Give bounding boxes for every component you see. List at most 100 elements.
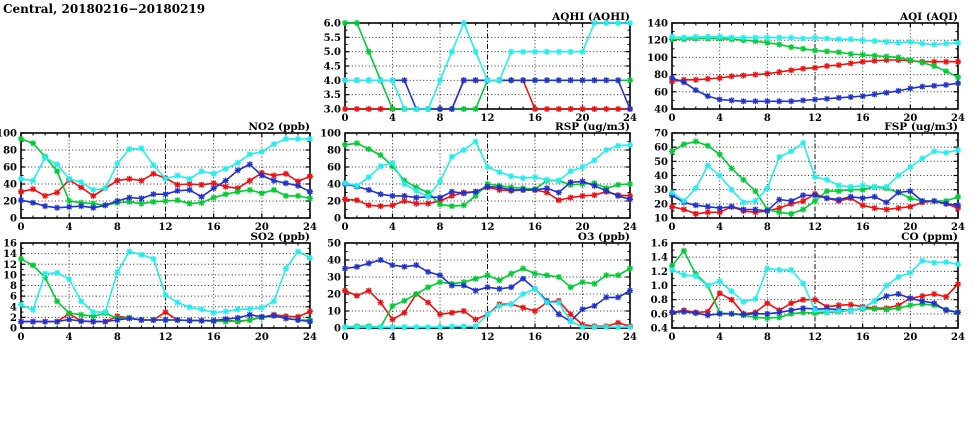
- x-tick-label: 8: [437, 222, 444, 233]
- chart-title: FSP (ug/m3): [884, 121, 958, 133]
- y-tick-label: 1.2: [651, 267, 668, 278]
- y-tick-label: 0: [10, 324, 17, 335]
- x-tick-label: 4: [389, 222, 396, 233]
- x-tick-label: 12: [159, 222, 173, 233]
- x-tick-label: 0: [669, 113, 676, 124]
- y-tick-label: 5.5: [324, 33, 341, 44]
- y-tick-label: 1.4: [651, 253, 668, 264]
- series-markers-blue: [18, 161, 313, 211]
- y-tick-label: 50: [327, 239, 341, 250]
- y-tick-label: 30: [327, 273, 341, 284]
- chart-title: AQI (AQI): [899, 11, 958, 23]
- x-tick-label: 4: [716, 113, 723, 124]
- x-tick-label: 4: [66, 222, 73, 233]
- y-tick-label: 20: [327, 197, 341, 208]
- y-tick-label: 0: [10, 214, 17, 225]
- y-tick-label: 4.0: [324, 76, 341, 87]
- series-markers-red: [18, 169, 313, 199]
- y-tick-label: 10: [327, 307, 341, 318]
- x-tick-label: 12: [159, 332, 173, 343]
- series-markers-cyan: [342, 285, 633, 331]
- plot-border: [344, 22, 631, 110]
- x-tick-label: 8: [437, 332, 444, 343]
- page-title: Central, 20180216−20180219: [3, 2, 206, 16]
- y-tick-label: 6: [10, 292, 17, 303]
- x-tick-label: 20: [903, 113, 917, 124]
- chart-o3: 0 10 20 30 40 50 0 4 8 12 16 20 24 O3 (ppb): [327, 231, 637, 343]
- series-markers-cyan: [18, 248, 313, 316]
- x-tick-label: 12: [481, 113, 495, 124]
- y-tick-label: 100: [647, 53, 668, 64]
- y-tick-label: 0: [334, 214, 341, 225]
- x-tick-label: 20: [576, 222, 590, 233]
- series-markers-cyan: [669, 257, 961, 315]
- y-tick-label: 80: [327, 146, 341, 157]
- x-tick-label: 24: [623, 222, 637, 233]
- y-tick-label: 80: [3, 146, 17, 157]
- plot-border: [344, 132, 631, 219]
- y-tick-label: 10: [3, 270, 17, 281]
- x-tick-label: 8: [764, 113, 771, 124]
- y-tick-label: 30: [654, 185, 668, 196]
- series-markers-cyan: [342, 20, 633, 112]
- chart-no2: 0 20 40 60 80 100 0 4 8 12 16 20 24 NO2 (ppb): [0, 121, 317, 233]
- x-tick-label: 16: [856, 113, 870, 124]
- x-tick-label: 24: [623, 113, 637, 124]
- series-markers-blue: [669, 75, 961, 105]
- series-markers-cyan: [18, 135, 313, 193]
- y-tick-label: 0.8: [651, 295, 668, 306]
- y-tick-label: 8: [10, 281, 17, 292]
- y-tick-label: 14: [3, 249, 17, 260]
- y-tick-label: 6.0: [324, 19, 341, 30]
- y-tick-label: 2: [10, 313, 17, 324]
- chart-title: CO (ppm): [901, 231, 958, 243]
- y-tick-label: 4.5: [324, 62, 341, 73]
- y-tick-label: 40: [327, 180, 341, 191]
- y-tick-label: 0: [334, 324, 341, 335]
- chart-aqi: 40 60 80 100 120 140 0 4 8 12 16 20 24 AQI (AQI): [647, 11, 965, 124]
- plot-border: [671, 132, 959, 219]
- y-tick-label: 12: [3, 260, 17, 271]
- x-tick-label: 8: [764, 332, 771, 343]
- x-tick-label: 16: [856, 222, 870, 233]
- x-tick-label: 16: [528, 222, 542, 233]
- y-tick-label: 20: [327, 290, 341, 301]
- chart-co: 0.4 0.6 0.8 1.0 1.2 1.4 1.6 0 4 8 12 16 20 24 CO (ppm): [651, 231, 965, 343]
- x-tick-label: 20: [576, 332, 590, 343]
- y-tick-label: 120: [647, 36, 668, 47]
- x-tick-label: 24: [951, 332, 965, 343]
- y-tick-label: 20: [3, 197, 17, 208]
- y-tick-label: 60: [327, 163, 341, 174]
- series-markers-cyan: [669, 33, 961, 48]
- x-tick-label: 20: [255, 332, 269, 343]
- chart-rsp: 0 20 40 60 80 100 0 4 8 12 16 20 24 RSP (ug/m3): [320, 121, 637, 233]
- x-tick-label: 4: [389, 332, 396, 343]
- y-tick-label: 4: [10, 302, 17, 313]
- x-tick-label: 16: [856, 332, 870, 343]
- chart-title: NO2 (ppb): [248, 121, 310, 133]
- y-tick-label: 0.6: [651, 309, 668, 320]
- x-tick-label: 20: [255, 222, 269, 233]
- x-tick-label: 8: [437, 113, 444, 124]
- y-tick-label: 100: [0, 129, 17, 140]
- x-tick-label: 20: [903, 332, 917, 343]
- y-tick-label: 1.0: [651, 281, 668, 292]
- x-tick-label: 8: [114, 222, 121, 233]
- y-tick-label: 40: [3, 180, 17, 191]
- x-tick-label: 0: [342, 113, 349, 124]
- x-tick-label: 0: [669, 222, 676, 233]
- y-tick-label: 20: [654, 199, 668, 210]
- x-tick-label: 12: [808, 332, 822, 343]
- plot-border: [671, 22, 959, 110]
- y-tick-label: 0.4: [651, 324, 668, 335]
- chart-title: AQHI (AQHI): [551, 11, 630, 23]
- y-tick-label: 100: [320, 129, 341, 140]
- x-tick-label: 20: [903, 222, 917, 233]
- x-tick-label: 4: [716, 222, 723, 233]
- chart-title: O3 (ppb): [578, 231, 630, 243]
- y-tick-label: 60: [3, 163, 17, 174]
- x-tick-label: 20: [576, 113, 590, 124]
